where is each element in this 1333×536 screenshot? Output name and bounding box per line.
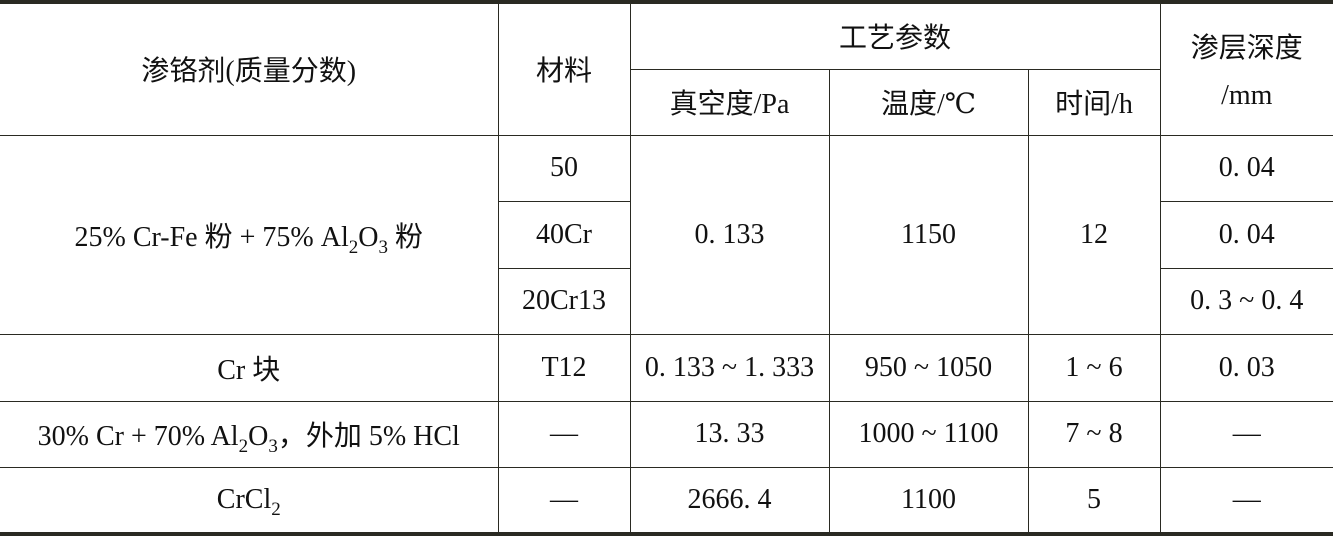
- header-agent: 渗铬剂(质量分数): [0, 2, 498, 135]
- time-cell: 5: [1028, 467, 1160, 534]
- material-cell: —: [498, 401, 630, 467]
- table-row: 30% Cr + 70% Al2O3，外加 5% HCl — 13. 33 10…: [0, 401, 1333, 467]
- agent-cell: CrCl2: [0, 467, 498, 534]
- temperature-cell: 1100: [829, 467, 1028, 534]
- header-depth-line2: /mm: [1161, 80, 1333, 112]
- material-cell: —: [498, 467, 630, 534]
- time-cell: 7 ~ 8: [1028, 401, 1160, 467]
- depth-cell: 0. 3 ~ 0. 4: [1160, 268, 1333, 334]
- subscript: 2: [239, 436, 249, 457]
- vacuum-cell: 0. 133: [630, 135, 829, 334]
- agent-text: O: [248, 421, 268, 452]
- time-cell: 1 ~ 6: [1028, 334, 1160, 401]
- header-temperature: 温度/℃: [829, 69, 1028, 135]
- header-material: 材料: [498, 2, 630, 135]
- agent-cell: Cr 块: [0, 334, 498, 401]
- depth-cell: 0. 03: [1160, 334, 1333, 401]
- time-cell: 12: [1028, 135, 1160, 334]
- agent-text: 25% Cr-Fe 粉 + 75% Al: [75, 222, 349, 253]
- agent-text: ，外加 5% HCl: [278, 421, 460, 452]
- temperature-cell: 950 ~ 1050: [829, 334, 1028, 401]
- depth-cell: —: [1160, 467, 1333, 534]
- vacuum-cell: 2666. 4: [630, 467, 829, 534]
- subscript: 3: [378, 237, 388, 258]
- material-cell: 40Cr: [498, 201, 630, 268]
- material-cell: 50: [498, 135, 630, 201]
- temperature-cell: 1150: [829, 135, 1028, 334]
- depth-cell: 0. 04: [1160, 135, 1333, 201]
- table-row: CrCl2 — 2666. 4 1100 5 —: [0, 467, 1333, 534]
- header-time: 时间/h: [1028, 69, 1160, 135]
- agent-text: 30% Cr + 70% Al: [38, 421, 239, 452]
- header-process: 工艺参数: [630, 2, 1160, 69]
- header-depth-line1: 渗层深度: [1161, 26, 1333, 66]
- agent-cell: 25% Cr-Fe 粉 + 75% Al2O3 粉: [0, 135, 498, 334]
- header-depth: 渗层深度 /mm: [1160, 2, 1333, 135]
- agent-cell: 30% Cr + 70% Al2O3，外加 5% HCl: [0, 401, 498, 467]
- vacuum-cell: 0. 133 ~ 1. 333: [630, 334, 829, 401]
- vacuum-cell: 13. 33: [630, 401, 829, 467]
- depth-cell: 0. 04: [1160, 201, 1333, 268]
- subscript: 2: [271, 499, 281, 520]
- subscript: 3: [268, 436, 278, 457]
- table-row: Cr 块 T12 0. 133 ~ 1. 333 950 ~ 1050 1 ~ …: [0, 334, 1333, 401]
- subscript: 2: [349, 237, 359, 258]
- material-cell: T12: [498, 334, 630, 401]
- agent-text: 粉: [388, 222, 423, 253]
- material-cell: 20Cr13: [498, 268, 630, 334]
- header-row: 渗铬剂(质量分数) 材料 工艺参数 渗层深度 /mm: [0, 2, 1333, 69]
- agent-text: O: [358, 222, 378, 253]
- agent-text: CrCl: [217, 484, 271, 515]
- header-vacuum: 真空度/Pa: [630, 69, 829, 135]
- depth-cell: —: [1160, 401, 1333, 467]
- temperature-cell: 1000 ~ 1100: [829, 401, 1028, 467]
- table-row: 25% Cr-Fe 粉 + 75% Al2O3 粉 50 0. 133 1150…: [0, 135, 1333, 201]
